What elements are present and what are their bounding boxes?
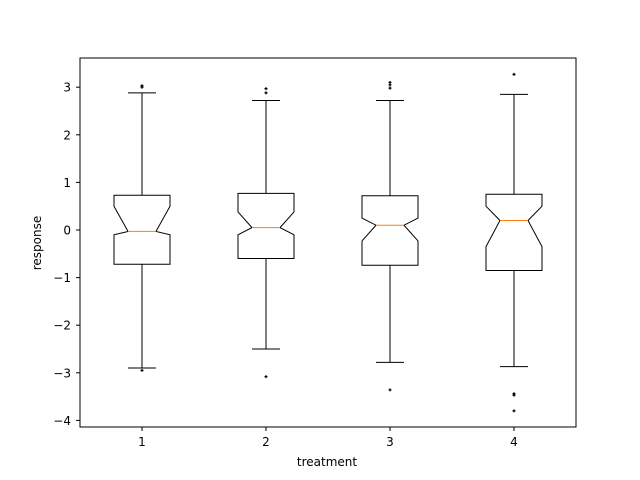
- axes-frame: [79, 57, 577, 428]
- box-treatment-2: [237, 87, 295, 379]
- y-tick-label: −1: [53, 271, 71, 285]
- outlier-marker: [140, 368, 144, 372]
- y-tick-label: −4: [53, 414, 71, 428]
- outlier-marker: [512, 393, 516, 397]
- x-tick-label: 1: [138, 435, 146, 449]
- x-tick-label: 4: [510, 435, 518, 449]
- y-tick-label: −3: [53, 366, 71, 380]
- y-tick-label: −2: [53, 319, 71, 333]
- outlier-marker: [140, 84, 144, 88]
- x-axis: 1 2 3 4: [138, 427, 518, 449]
- box-treatment-3: [361, 80, 419, 392]
- outlier-marker: [388, 388, 392, 392]
- outlier-marker: [388, 86, 392, 90]
- outlier-marker: [264, 87, 268, 91]
- y-tick-label: 3: [63, 81, 71, 95]
- outlier-marker: [264, 91, 268, 95]
- x-axis-label: treatment: [297, 455, 357, 469]
- box-treatment-4: [485, 72, 543, 413]
- y-axis: 3 2 1 0 −1 −2 −3 −4: [53, 81, 80, 428]
- plot-area: [113, 72, 543, 413]
- outlier-marker: [388, 83, 392, 87]
- x-tick-label: 3: [386, 435, 394, 449]
- y-axis-label: response: [30, 216, 44, 271]
- notched-box: [485, 193, 543, 271]
- notched-box: [361, 195, 419, 266]
- notched-box: [237, 192, 295, 260]
- box-treatment-1: [113, 84, 171, 372]
- y-tick-label: 2: [63, 128, 71, 142]
- outlier-marker: [264, 375, 268, 379]
- outlier-marker: [512, 72, 516, 76]
- y-tick-label: 0: [63, 224, 71, 238]
- x-tick-label: 2: [262, 435, 270, 449]
- notched-box: [113, 194, 171, 265]
- y-tick-label: 1: [63, 176, 71, 190]
- outlier-marker: [512, 409, 516, 413]
